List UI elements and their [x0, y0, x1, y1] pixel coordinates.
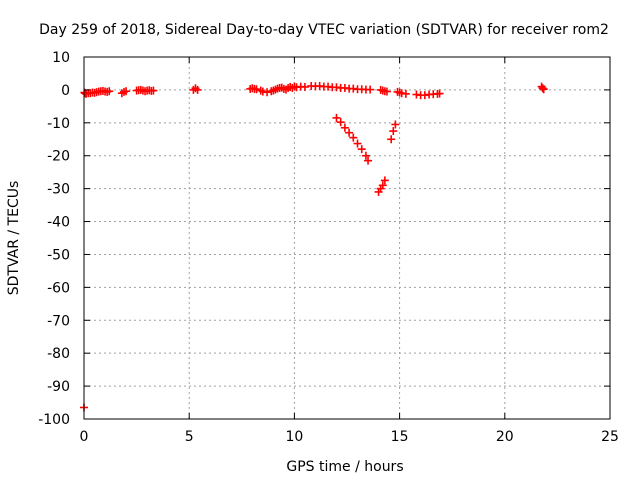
data-point	[345, 128, 354, 137]
y-tick-label: -50	[47, 247, 70, 263]
y-tick-label: -40	[47, 215, 70, 231]
data-point	[353, 139, 362, 148]
axis-ticks: 0 5 10 15 20 25 10 0 -10 -20 -30 -40 -50 -60 -70 -80 -90…	[38, 50, 619, 445]
data-point	[366, 85, 375, 94]
y-tick-label: -100	[38, 412, 70, 428]
data-point	[252, 85, 261, 94]
data-points	[80, 81, 548, 412]
y-tick-label: 10	[52, 50, 70, 66]
grid-lines	[84, 57, 610, 419]
data-point	[340, 123, 349, 132]
data-point	[349, 133, 358, 142]
y-tick-label: -90	[47, 379, 70, 395]
data-point	[122, 87, 131, 96]
y-tick-label: -30	[47, 182, 70, 198]
x-tick-label: 10	[285, 429, 303, 445]
chart-title: Day 259 of 2018, Sidereal Day-to-day VTE…	[39, 22, 609, 38]
data-point	[336, 118, 345, 127]
data-point	[387, 135, 396, 144]
y-tick-label: -80	[47, 346, 70, 362]
x-tick-label: 0	[80, 429, 89, 445]
data-point	[389, 127, 398, 136]
data-point	[149, 86, 158, 95]
y-tick-label: -60	[47, 280, 70, 296]
data-point	[391, 120, 400, 129]
data-point	[539, 85, 548, 94]
y-tick-label: -10	[47, 116, 70, 132]
x-tick-label: 15	[391, 429, 409, 445]
data-point	[364, 156, 373, 165]
x-tick-label: 20	[496, 429, 514, 445]
y-axis-label: SDTVAR / TECUs	[6, 181, 22, 296]
data-point	[263, 88, 272, 97]
data-point	[378, 181, 387, 190]
plot-frame	[83, 56, 611, 420]
data-point	[105, 87, 114, 96]
y-tick-label: -70	[47, 313, 70, 329]
data-point	[332, 113, 341, 122]
data-point	[538, 84, 547, 93]
data-point	[300, 82, 309, 91]
x-axis-label: GPS time / hours	[286, 459, 403, 475]
data-point	[435, 89, 444, 98]
y-tick-label: -20	[47, 149, 70, 165]
x-tick-label: 5	[185, 429, 194, 445]
x-tick-label: 25	[601, 429, 619, 445]
data-point	[401, 89, 410, 98]
data-point	[382, 87, 391, 96]
data-point	[361, 151, 370, 160]
y-tick-label: 0	[61, 83, 70, 99]
data-point	[193, 85, 202, 94]
data-point	[357, 145, 366, 154]
data-point	[380, 176, 389, 185]
